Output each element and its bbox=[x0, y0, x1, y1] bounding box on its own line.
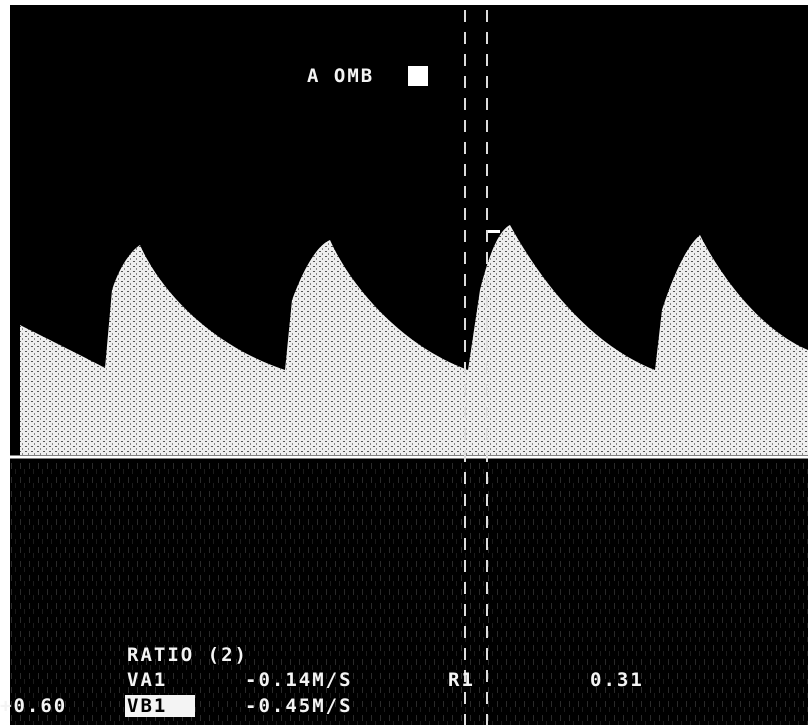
scale-label: +0.60 bbox=[0, 695, 67, 717]
cursor-block bbox=[408, 66, 428, 86]
measure-value: -0.14M/S bbox=[245, 669, 353, 691]
measure-value: -0.45M/S bbox=[245, 695, 353, 717]
doppler-display bbox=[0, 0, 808, 725]
header-label: A OMB bbox=[307, 65, 374, 87]
measure-title: RATIO (2) bbox=[127, 644, 248, 666]
measure-label: R1 bbox=[448, 669, 475, 691]
measure-label: VB1 bbox=[125, 695, 195, 717]
doppler-screen: A OMB RATIO (2) VA1 -0.14M/S R1 0.31 +0.… bbox=[0, 0, 808, 725]
cursor-marker bbox=[488, 230, 500, 233]
measure-label: VA1 bbox=[127, 669, 167, 691]
measure-value: 0.31 bbox=[590, 669, 644, 691]
